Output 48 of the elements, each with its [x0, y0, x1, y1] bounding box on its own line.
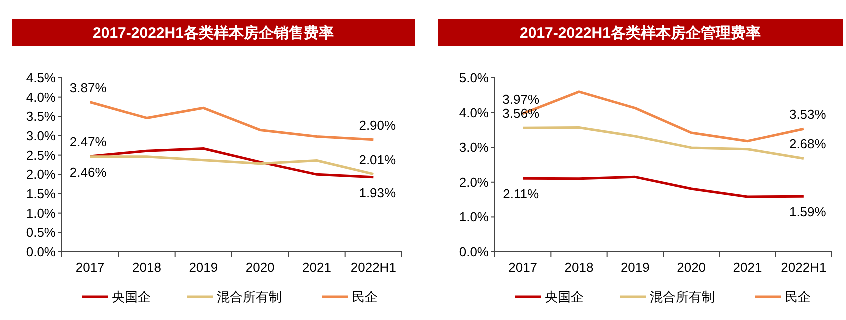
x-tick-label: 2018 [564, 260, 594, 275]
y-tick-label: 0.0% [26, 244, 56, 260]
legend-label: 民企 [352, 290, 378, 304]
legend-label: 央国企 [545, 290, 584, 304]
y-tick-label: 5.0% [459, 70, 490, 86]
data-label: 3.53% [789, 107, 827, 122]
data-label: 2.47% [70, 134, 108, 150]
legend-label: 央国企 [112, 290, 151, 304]
legend-label: 混合所有制 [650, 290, 715, 304]
x-tick-label: 2021 [302, 260, 332, 275]
data-label: 2.68% [789, 136, 827, 152]
x-tick-label: 2019 [620, 260, 650, 275]
x-tick-label: 2022H1 [350, 260, 396, 275]
chart-title: 2017-2022H1各类样本房企销售费率 [93, 24, 334, 42]
y-tick-label: 0.5% [26, 225, 56, 240]
chart-title: 2017-2022H1各类样本房企管理费率 [520, 24, 761, 42]
x-tick-label: 2022H1 [781, 260, 827, 275]
x-tick-label: 2020 [677, 260, 706, 275]
y-tick-label: 0.0% [459, 244, 490, 260]
data-label: 2.90% [359, 118, 397, 133]
y-tick-label: 1.0% [26, 206, 56, 221]
data-label: 1.93% [359, 185, 397, 200]
y-tick-label: 1.0% [459, 210, 490, 225]
data-label: 1.59% [789, 204, 827, 220]
y-tick-label: 4.0% [459, 105, 490, 120]
x-tick-label: 2017 [76, 260, 105, 275]
legend-label: 民企 [785, 290, 811, 304]
y-tick-label: 2.5% [26, 148, 56, 163]
x-tick-label: 2017 [508, 260, 538, 275]
x-tick-label: 2021 [733, 260, 762, 275]
y-tick-label: 4.0% [26, 90, 56, 105]
data-label: 2.01% [359, 152, 397, 168]
y-tick-label: 3.0% [26, 128, 56, 144]
x-tick-label: 2018 [132, 260, 162, 275]
legend-label: 混合所有制 [217, 290, 282, 304]
y-tick-label: 3.0% [459, 140, 490, 156]
y-tick-label: 1.5% [26, 186, 56, 202]
y-tick-label: 3.5% [26, 109, 56, 124]
x-tick-label: 2019 [189, 260, 218, 275]
y-tick-label: 2.0% [459, 174, 490, 190]
data-label: 3.56% [502, 106, 540, 122]
y-tick-label: 4.5% [26, 70, 56, 86]
data-label: 3.97% [502, 92, 540, 107]
x-tick-label: 2020 [246, 260, 275, 275]
data-label: 2.11% [503, 186, 540, 202]
y-tick-label: 2.0% [26, 167, 56, 182]
data-label: 3.87% [70, 80, 108, 96]
data-label: 2.46% [70, 164, 108, 180]
